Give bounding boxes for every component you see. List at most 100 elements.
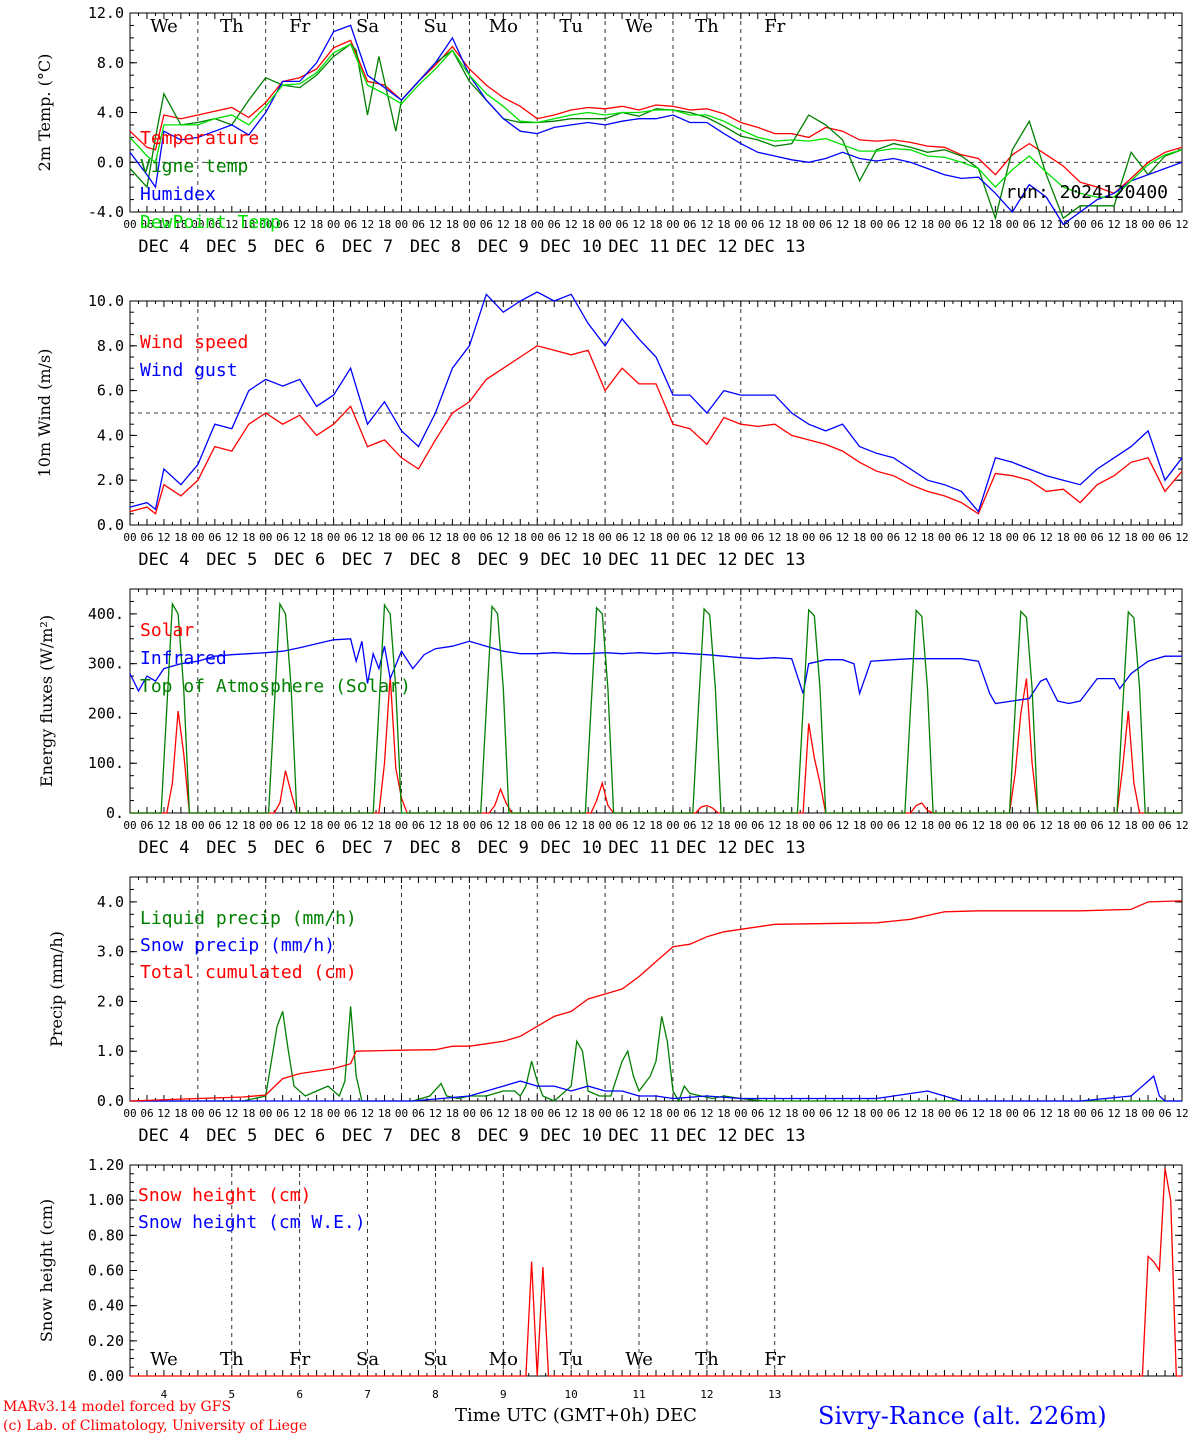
hour-tick-label: 00 [598,531,611,544]
hour-tick-label: 18 [853,531,866,544]
hour-tick-label: 18 [378,531,391,544]
weekday-label: Fr [764,1349,785,1370]
hour-tick-label: 00 [191,1107,204,1120]
hour-tick-label: 18 [174,218,187,231]
hour-tick-label: 06 [887,531,900,544]
footer-left-2: (c) Lab. of Climatology, University of L… [3,1418,308,1434]
hour-tick-label: 12 [361,819,374,832]
hour-tick-label: 06 [955,218,968,231]
hour-tick-label: 18 [1124,218,1137,231]
legend-entry: Liquid precip (mm/h) [140,908,357,929]
hour-tick-label: 00 [598,819,611,832]
day-label: DEC 9 [478,1126,529,1146]
hour-tick-label: 06 [1023,1107,1036,1120]
hour-tick-label: 18 [1057,1107,1070,1120]
legend-entry: Total cumulated (cm) [140,962,357,983]
hour-tick-label: 06 [412,1107,425,1120]
day-label: DEC 4 [138,838,189,858]
y-tick-label: 0. [106,804,124,822]
legend-entry: Wind speed [140,332,248,353]
hour-tick-label: 06 [344,1107,357,1120]
y-axis-title: 10m Wind (m/s) [35,349,54,478]
y-tick-label: 1.00 [88,1191,124,1209]
day-label: DEC 13 [744,1126,805,1146]
hour-tick-label: 00 [734,819,747,832]
hour-tick-label: 12 [497,819,510,832]
hour-tick-label: 00 [666,1107,679,1120]
hour-tick-label: 18 [446,531,459,544]
day-label: DEC 9 [478,838,529,858]
hour-tick-label: 18 [582,1107,595,1120]
hour-tick-label: 12 [972,1107,985,1120]
legend-entry: Top of Atmosphere (Solar) [140,676,411,697]
series-line-temperature [129,39,1183,195]
hour-tick-label: 06 [683,819,696,832]
legend-entry: Snow height (cm) [138,1185,311,1206]
day-label: DEC 13 [744,838,805,858]
day-label: DEC 9 [478,237,529,257]
hour-tick-label: 06 [276,531,289,544]
hour-tick-label: 06 [412,819,425,832]
weekday-label: Fr [764,16,785,37]
hour-tick-label: 18 [921,1107,934,1120]
hour-tick-label: 06 [615,1107,628,1120]
hour-tick-label: 12 [157,1107,170,1120]
hour-tick-label: 06 [751,218,764,231]
hour-tick-label: 00 [666,218,679,231]
hour-tick-label: 18 [378,819,391,832]
hour-tick-label: 00 [259,1107,272,1120]
panel-5: 0.00 0.20 0.40 0.60 0.80 1.00 1.20 Snow height … [37,1156,1183,1401]
hour-tick-label: 00 [734,1107,747,1120]
hour-tick-label: 18 [649,1107,662,1120]
hour-tick-label: 00 [1006,218,1019,231]
hour-tick-label: 18 [649,531,662,544]
hour-tick-label: 06 [140,218,153,231]
hour-tick-label: 00 [598,1107,611,1120]
hour-tick-label: 18 [1057,531,1070,544]
hour-tick-label: 18 [242,1107,255,1120]
hour-tick-label: 00 [870,218,883,231]
y-axis-title: Precip (mm/h) [47,931,66,1047]
weekday-label: Sa [356,16,379,37]
hour-tick-label: 18 [582,531,595,544]
hour-tick-label: 12 [293,531,306,544]
hour-tick-label: 00 [1074,218,1087,231]
series-line-snow-precip-mm-h- [130,1074,1182,1102]
hour-tick-label: 12 [700,819,713,832]
hour-tick-label: 18 [310,819,323,832]
hour-tick-label: 06 [819,819,832,832]
hour-tick-label: 06 [344,531,357,544]
series-line-wind-gust [129,291,1183,513]
y-tick-label: -4.0 [88,203,124,221]
hour-tick-label: 18 [989,218,1002,231]
hour-tick-label: 12 [632,531,645,544]
hour-tick-label: 06 [548,531,561,544]
hour-tick-label: 06 [480,1107,493,1120]
hour-tick-label: 18 [853,1107,866,1120]
hour-tick-label: 12 [972,531,985,544]
day-label: DEC 5 [206,1126,257,1146]
hour-tick-label: 06 [615,218,628,231]
day-label: DEC 11 [608,1126,669,1146]
hour-tick-label: 00 [395,819,408,832]
hour-tick-label: 00 [123,1107,136,1120]
hour-tick-label: 18 [717,1107,730,1120]
hour-tick-label: 12 [1175,218,1188,231]
hour-tick-label: 06 [955,819,968,832]
hour-tick-label: 00 [598,218,611,231]
y-tick-label: 1.20 [88,1156,124,1174]
hour-tick-label: 12 [700,1107,713,1120]
hour-tick-label: 00 [123,531,136,544]
hour-tick-label: 00 [463,531,476,544]
hour-tick-label: 00 [938,531,951,544]
hour-tick-label: 18 [1124,819,1137,832]
y-tick-label: 100. [88,754,124,772]
hour-tick-label: 12 [836,531,849,544]
hour-tick-label: 12 [1040,531,1053,544]
y-tick-label: 8.0 [97,54,124,72]
day-number-label: 9 [500,1388,507,1401]
hour-tick-label: 18 [582,218,595,231]
hour-tick-label: 06 [1158,1107,1171,1120]
hour-tick-label: 06 [683,1107,696,1120]
hour-tick-label: 12 [361,218,374,231]
